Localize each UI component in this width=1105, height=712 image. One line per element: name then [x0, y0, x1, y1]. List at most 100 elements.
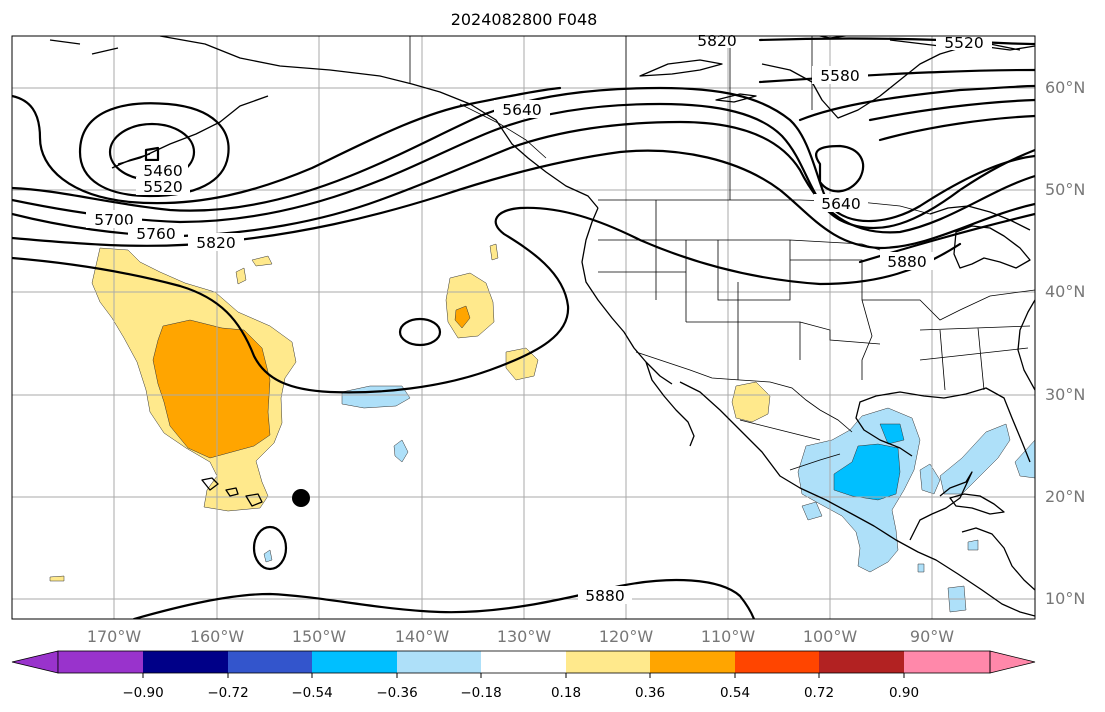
coast-james-bay — [929, 205, 1031, 231]
lat-label: 60°N — [1045, 78, 1085, 97]
shade-positive-light-7 — [49, 575, 65, 582]
contour-5580-east — [758, 68, 1035, 84]
svg-text:5880: 5880 — [585, 587, 624, 605]
contour-5880-south — [132, 578, 756, 619]
coast-us-east — [1017, 299, 1035, 391]
contour-5880-ring-2 — [252, 525, 288, 571]
shade-negative-mid — [833, 443, 901, 501]
shade-negative-light-9 — [967, 539, 979, 551]
shade-positive-light-5 — [251, 255, 273, 267]
lon-label: 170°W — [87, 627, 142, 646]
contour-5880 — [12, 206, 962, 394]
colorbar-extend-low — [11, 650, 59, 674]
height-contours — [12, 37, 1035, 619]
coast-cuba — [949, 493, 1005, 515]
svg-text:5700: 5700 — [94, 211, 133, 229]
colorbar-tick-label: −0.72 — [207, 685, 248, 701]
colorbar-outline — [57, 650, 991, 674]
longitude-labels: 170°W 160°W 150°W 140°W 130°W 120°W 110°… — [87, 627, 954, 646]
contour-5520-east — [758, 37, 1035, 46]
shade-negative-mid-2 — [879, 423, 905, 445]
contour-5640 — [12, 86, 1035, 223]
lon-label: 160°W — [190, 627, 245, 646]
colorbar-tick-label: −0.36 — [376, 685, 417, 701]
contour-label: 5460 — [138, 161, 188, 180]
contour-label: 5580 — [812, 66, 868, 85]
contour-labels: 5460 5520 5700 5760 5820 5640 5580 5520 … — [86, 32, 992, 605]
svg-text:5520: 5520 — [944, 34, 983, 52]
anomaly-shading — [49, 243, 1035, 613]
svg-text:5460: 5460 — [143, 162, 182, 180]
lat-label: 20°N — [1045, 487, 1085, 506]
colorbar-tick-label: 0.90 — [889, 685, 919, 701]
colorbar-tick-label: 0.18 — [551, 685, 581, 701]
colorbar-segment — [566, 651, 650, 673]
shade-positive-light-6 — [731, 381, 771, 423]
lat-label: 40°N — [1045, 282, 1085, 301]
contour-5760-east — [868, 98, 1035, 122]
shade-positive-mid-2 — [454, 305, 471, 329]
shade-positive-light-3 — [505, 347, 539, 381]
colorbar-segment — [58, 651, 143, 673]
contour-label: 5700 — [86, 210, 142, 229]
lon-label: 140°W — [395, 627, 450, 646]
colorbar-segment — [481, 651, 566, 673]
lon-label: 110°W — [701, 627, 756, 646]
shade-negative-light-5 — [939, 423, 1011, 495]
coast-yucatan — [909, 471, 973, 541]
coast-great-lakes — [953, 225, 1031, 269]
colorbar — [11, 650, 1036, 678]
contour-label: 5880 — [880, 252, 934, 271]
coast-us-west — [581, 207, 673, 385]
colorbar-tick-label: 0.36 — [635, 685, 665, 701]
colorbar-segment — [650, 651, 735, 673]
colorbar-tick-labels: −0.90 −0.72 −0.54 −0.36 −0.18 0.18 0.36 … — [122, 685, 919, 701]
colorbar-extend-high — [989, 650, 1036, 674]
colorbar-tick-label: −0.54 — [291, 685, 332, 701]
shade-positive-light-8 — [489, 243, 499, 261]
colorbar-tick-label: −0.18 — [460, 685, 501, 701]
map-title: 2024082800 F048 — [450, 10, 598, 29]
coast-central-america — [961, 527, 1035, 591]
shade-negative-light-2 — [393, 439, 409, 463]
svg-text:5880: 5880 — [887, 253, 926, 271]
lon-label: 120°W — [599, 627, 654, 646]
contour-label: 5760 — [128, 224, 184, 243]
contour-5880-ring — [398, 317, 442, 347]
svg-text:5820: 5820 — [196, 234, 235, 252]
contour-5820-east — [878, 114, 1035, 142]
contour-label: 5520 — [136, 177, 190, 196]
shade-negative-light-4 — [919, 463, 941, 495]
contour-label: 5820 — [188, 233, 244, 252]
coast-hawaii — [201, 477, 263, 507]
contour-label: 5640 — [814, 194, 868, 213]
contour-5580 — [12, 86, 562, 205]
contour-5640-east — [815, 144, 865, 193]
coast-mexico-pacific — [679, 381, 1035, 617]
contour-label: 5880 — [578, 586, 632, 605]
svg-text:5520: 5520 — [143, 178, 182, 196]
contour-5700 — [12, 102, 1035, 230]
shade-negative-light-11 — [917, 563, 925, 573]
colorbar-segment — [312, 651, 397, 673]
shade-positive-light-4 — [235, 267, 247, 285]
colorbar-segment — [904, 651, 990, 673]
contour-5400-ring — [144, 146, 160, 162]
lat-label: 50°N — [1045, 180, 1085, 199]
svg-text:5640: 5640 — [502, 101, 541, 119]
coastlines — [49, 36, 1035, 617]
colorbar-segment — [397, 651, 481, 673]
coast-alaska — [159, 36, 599, 209]
svg-text:5580: 5580 — [820, 67, 859, 85]
latitude-labels: 60°N 50°N 40°N 30°N 20°N 10°N — [1045, 78, 1085, 608]
coast-arctic-islands — [639, 36, 1021, 103]
shade-negative-light-6 — [1014, 439, 1035, 479]
low-center-marker — [292, 489, 310, 507]
lat-label: 10°N — [1045, 589, 1085, 608]
lon-label: 130°W — [497, 627, 552, 646]
colorbar-segment — [735, 651, 819, 673]
shade-negative-light-7 — [801, 501, 823, 521]
coast-gulf — [855, 387, 1031, 463]
colorbar-tick-label: 0.72 — [804, 685, 834, 701]
